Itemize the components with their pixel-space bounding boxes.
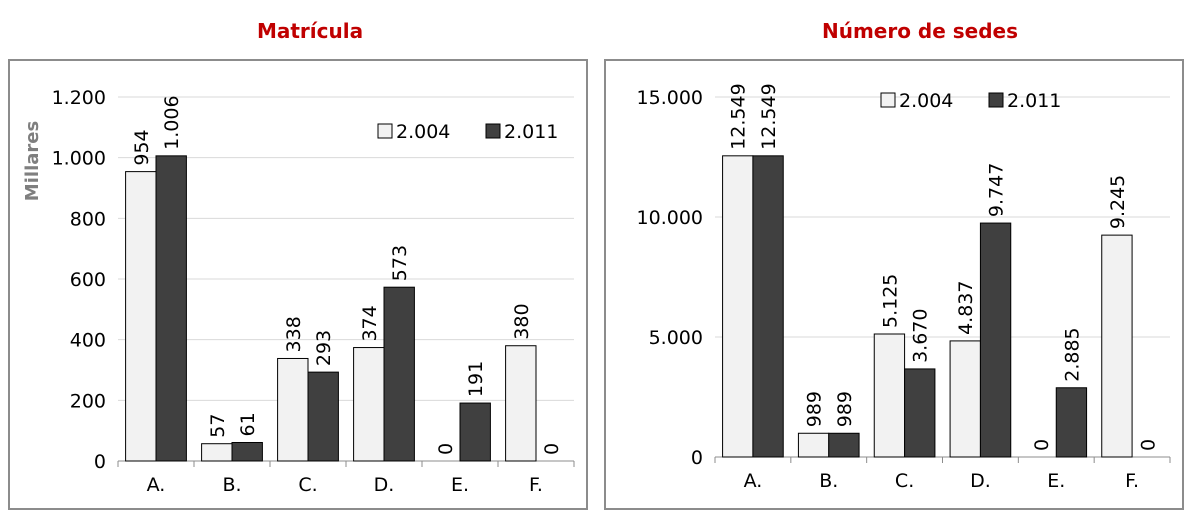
bar (949, 340, 981, 458)
legend-label: 2.004 (899, 90, 953, 112)
x-tick-label: C. (298, 474, 317, 496)
legend-swatch (377, 123, 393, 139)
y-tick-label: 0 (94, 451, 106, 473)
data-label: 191 (465, 361, 487, 397)
data-label: 5.125 (879, 274, 901, 328)
data-label: 12.549 (728, 83, 750, 149)
legend-swatch (880, 92, 896, 108)
bar (231, 441, 263, 462)
data-label: 9.747 (986, 163, 1008, 217)
bar (797, 432, 830, 458)
bar (307, 371, 339, 462)
bar (353, 347, 385, 462)
bar (459, 402, 491, 462)
legend-label: 2.004 (396, 121, 450, 143)
data-label: 3.670 (910, 309, 932, 363)
x-tick-label: C. (895, 470, 914, 492)
bar (1101, 234, 1133, 458)
bar (155, 155, 187, 462)
data-label: 380 (511, 303, 533, 339)
data-label: 0 (1031, 439, 1053, 451)
legend-label: 2.011 (504, 121, 558, 143)
data-label: 61 (237, 412, 259, 436)
data-label: 293 (313, 330, 335, 366)
x-tick-label: F. (1125, 470, 1139, 492)
bar (125, 171, 157, 462)
bar (505, 345, 537, 462)
data-label: 57 (207, 414, 229, 438)
x-tick-label: F. (529, 474, 543, 496)
data-label: 573 (389, 245, 411, 281)
bar (873, 333, 906, 458)
bar (201, 443, 233, 462)
x-tick-label: B. (819, 470, 838, 492)
y-tick-label: 1.000 (52, 148, 106, 170)
data-label: 9.245 (1107, 175, 1129, 229)
data-label: 374 (359, 305, 381, 341)
data-label: 954 (131, 129, 153, 165)
bar (383, 286, 415, 462)
data-label: 989 (834, 391, 856, 427)
y-tick-label: 200 (70, 390, 106, 412)
bar (722, 155, 754, 458)
bar (277, 357, 309, 462)
chart-title-numero-sedes: Número de sedes (821, 19, 1019, 43)
data-label: 0 (435, 443, 457, 455)
x-tick-label: A. (147, 474, 166, 496)
chart-matricula: 0 200 400 600 800 1.000 1.200 954 1.006 A. 57 61 B. 3… (8, 59, 588, 510)
data-label: 989 (804, 391, 826, 427)
y-tick-label: 800 (70, 208, 106, 230)
chart-matricula-plot: 0 200 400 600 800 1.000 1.200 954 1.006 A. 57 61 B. 3… (22, 87, 575, 496)
y-tick-label: 15.000 (637, 87, 703, 109)
y-tick-label: 5.000 (649, 327, 703, 349)
bar (1055, 387, 1088, 458)
x-tick-label: E. (1047, 470, 1065, 492)
bar (752, 155, 784, 458)
y-tick-label: 1.200 (52, 87, 106, 109)
x-tick-label: E. (451, 474, 469, 496)
x-tick-label: A. (744, 470, 763, 492)
y-tick-label: 10.000 (637, 207, 703, 229)
y-tick-label: 600 (70, 269, 106, 291)
legend-swatch (485, 123, 501, 139)
y-tick-label: 400 (70, 330, 106, 352)
data-label: 0 (1137, 439, 1159, 451)
x-tick-label: B. (222, 474, 241, 496)
data-label: 1.006 (161, 95, 183, 149)
bar (904, 368, 936, 458)
data-label: 2.885 (1061, 327, 1083, 381)
data-label: 12.549 (758, 83, 780, 149)
x-tick-label: D. (970, 470, 991, 492)
y-unit-label: Millares (22, 121, 43, 201)
data-label: 0 (541, 443, 563, 455)
legend-label: 2.011 (1007, 90, 1061, 112)
bar (828, 432, 860, 458)
data-label: 4.837 (955, 281, 977, 335)
data-label: 338 (283, 316, 305, 352)
chart-title-matricula: Matrícula (256, 19, 364, 43)
bar (979, 222, 1012, 458)
chart-numero-sedes-plot: 0 5.000 10.000 15.000 12.549 12.549 A. 989 989 B.… (637, 83, 1171, 492)
legend-swatch (988, 92, 1004, 108)
chart-numero-sedes: 0 5.000 10.000 15.000 12.549 12.549 A. 989 989 B.… (604, 59, 1184, 510)
y-tick-label: 0 (691, 447, 703, 469)
x-tick-label: D. (374, 474, 395, 496)
